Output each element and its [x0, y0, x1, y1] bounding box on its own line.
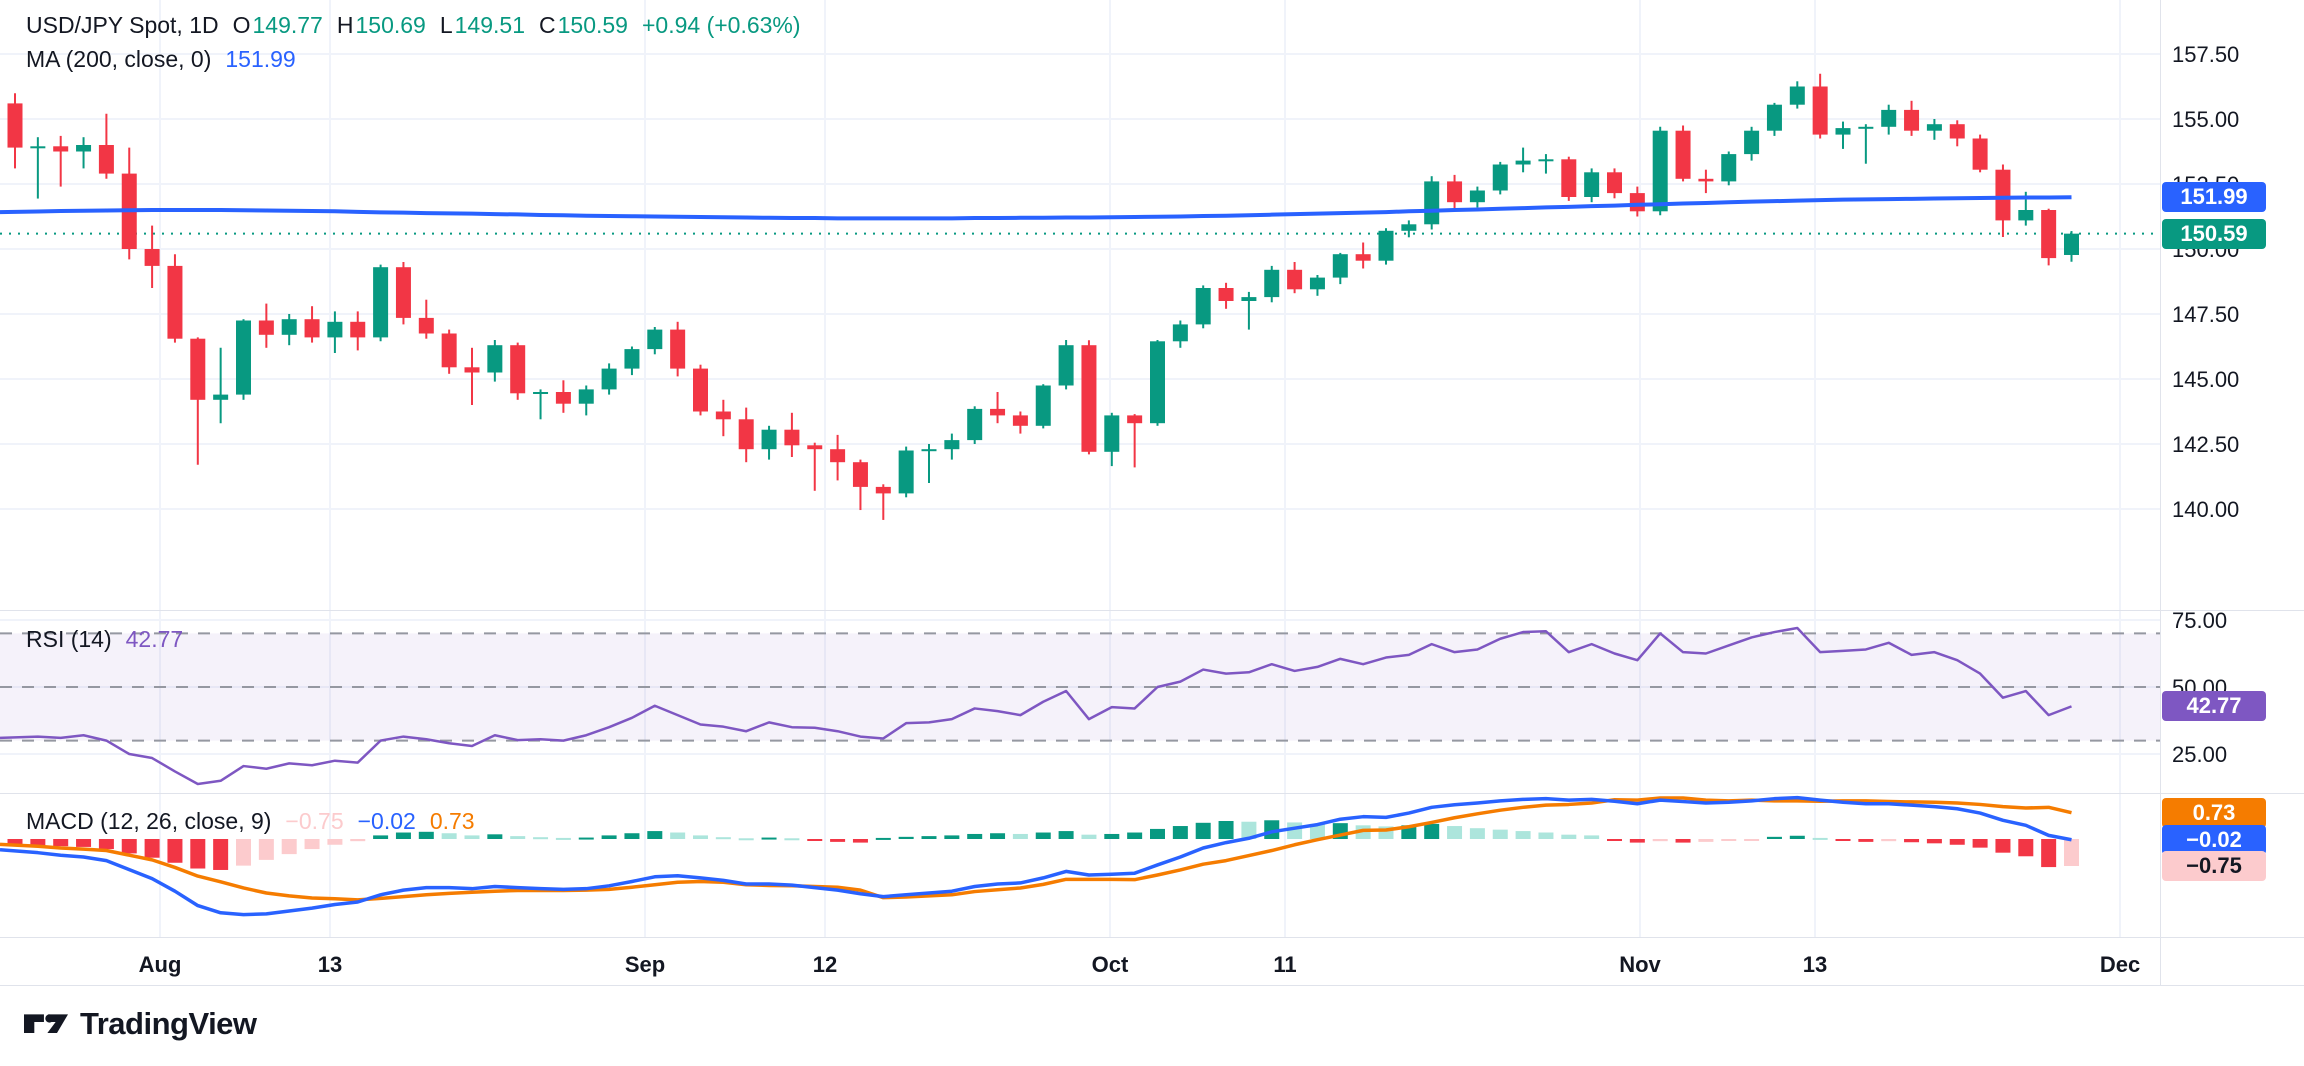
rsi-axis-badge: 42.77 — [2162, 691, 2266, 722]
price-axis-tick: 140.00 — [2172, 497, 2240, 522]
macd-axis-badge: −0.75 — [2162, 851, 2266, 881]
macd-signal-value: 0.73 — [429, 808, 475, 834]
ohlc-close: C 150.59 — [539, 12, 628, 38]
pane-separator-rsi-macd[interactable] — [0, 793, 2304, 794]
rsi-axis-tick: 25.00 — [2172, 742, 2228, 767]
tradingview-logo-icon — [24, 1014, 68, 1033]
macd-line-value: −0.02 — [357, 808, 416, 834]
price-axis-badge: 151.99 — [2162, 182, 2266, 213]
ohlc-low: L 149.51 — [439, 12, 525, 38]
price-axis-tick: 155.00 — [2172, 107, 2240, 132]
time-axis-label: Aug — [138, 952, 182, 977]
ma-label: MA (200, close, 0) — [26, 46, 212, 72]
price-axis-tick: 142.50 — [2172, 432, 2240, 457]
time-axis-label: Nov — [1619, 952, 1661, 977]
symbol-title[interactable]: USD/JPY Spot, 1D — [26, 12, 219, 38]
time-axis-top-border — [0, 937, 2304, 938]
price-axis-tick: 145.00 — [2172, 367, 2240, 392]
ohlc-high: H 150.69 — [336, 12, 426, 38]
ma-value: 151.99 — [225, 46, 296, 72]
price-axis-tick: 157.50 — [2172, 42, 2240, 67]
chart-bottom-border — [0, 985, 2304, 986]
price-axis-tick: 147.50 — [2172, 302, 2240, 327]
pane-separator-price-rsi[interactable] — [0, 610, 2304, 611]
rsi-legend[interactable]: RSI (14) 42.77 — [26, 626, 183, 653]
macd-axis-badge: −0.02 — [2162, 824, 2266, 855]
macd-axis-badge: 0.73 — [2162, 797, 2266, 828]
brand-name: TradingView — [80, 1006, 257, 1041]
time-axis-label: 13 — [317, 952, 343, 977]
symbol-legend[interactable]: USD/JPY Spot, 1D O 149.77 H 150.69 L 149.51… — [26, 12, 801, 39]
time-axis-label: Oct — [1091, 952, 1129, 977]
rsi-axis-tick: 75.00 — [2172, 608, 2228, 633]
tradingview-branding[interactable]: TradingView — [24, 1006, 257, 1042]
ma-legend[interactable]: MA (200, close, 0) 151.99 — [26, 46, 296, 73]
macd-legend[interactable]: MACD (12, 26, close, 9) −0.75 −0.02 0.73 — [26, 808, 475, 835]
time-axis-label: 13 — [1802, 952, 1828, 977]
macd-label: MACD (12, 26, close, 9) — [26, 808, 272, 834]
time-axis-label: Sep — [624, 952, 666, 977]
macd-hist-value: −0.75 — [285, 808, 344, 834]
price-axis-border — [2160, 0, 2161, 986]
rsi-label: RSI (14) — [26, 626, 112, 652]
rsi-value: 42.77 — [125, 626, 184, 652]
ohlc-open: O 149.77 — [232, 12, 323, 38]
time-axis-label: 12 — [812, 952, 838, 977]
change-value: +0.94 (+0.63%) — [641, 12, 801, 38]
time-axis-label: 11 — [1273, 952, 1297, 977]
price-axis-badge: 150.59 — [2162, 218, 2266, 249]
time-axis-label: Dec — [2099, 952, 2141, 977]
